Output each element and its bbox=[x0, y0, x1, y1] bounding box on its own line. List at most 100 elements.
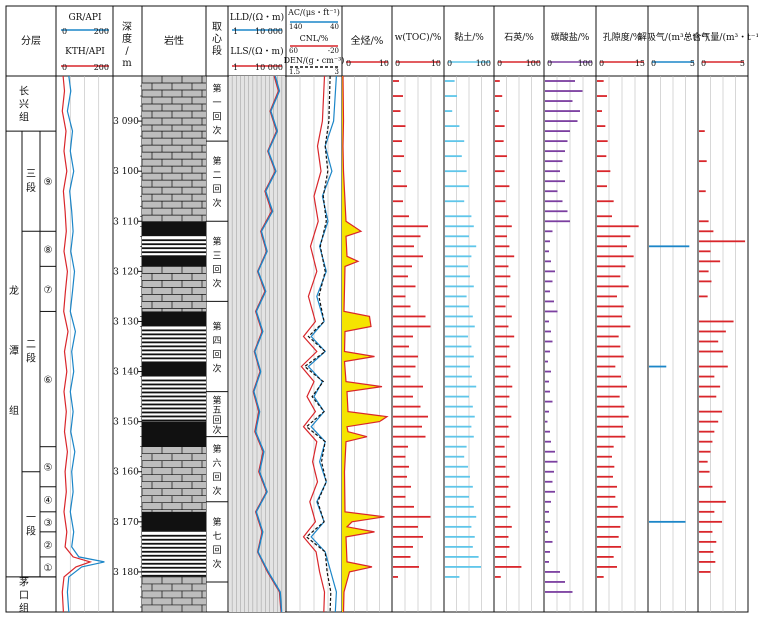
totalgas-bar bbox=[699, 320, 734, 323]
member-label: 二 bbox=[26, 340, 36, 351]
carbonate-bar bbox=[545, 110, 580, 112]
lith-shale-stripe bbox=[142, 333, 206, 336]
toc-bar bbox=[393, 215, 409, 218]
quartz-bar bbox=[495, 315, 512, 318]
totalgas-bar bbox=[699, 250, 711, 253]
member-label: 段 bbox=[26, 352, 36, 365]
carbonate-bar bbox=[545, 450, 555, 453]
toc-bar bbox=[393, 245, 414, 248]
clay-bar bbox=[445, 475, 470, 478]
lith-shale-bed bbox=[142, 376, 206, 422]
porosity-bar bbox=[597, 495, 616, 498]
clay-bar bbox=[445, 305, 469, 308]
clay-bar bbox=[445, 255, 472, 258]
gr-curve bbox=[66, 75, 105, 613]
lls-label: LLS/(Ω・m) bbox=[230, 46, 283, 57]
clay-bar bbox=[445, 365, 470, 368]
carbonate-bar bbox=[545, 210, 568, 213]
core-run-label: 第 bbox=[212, 321, 221, 333]
core-run-label: 次 bbox=[212, 125, 221, 137]
formation-label: 潭 bbox=[9, 345, 19, 357]
carbonate-bar bbox=[545, 220, 570, 223]
clay-bar bbox=[445, 576, 460, 578]
toc-bar bbox=[393, 465, 409, 468]
lith-shale-stripe bbox=[142, 357, 206, 360]
porosity-bar bbox=[597, 155, 607, 158]
toc-bar bbox=[393, 385, 423, 388]
clay-bar bbox=[445, 375, 472, 378]
carbonate-bar bbox=[545, 460, 558, 463]
core-run-label: 回 bbox=[212, 472, 221, 483]
chart-marks bbox=[61, 75, 746, 613]
depth-tick-label: 3 160 bbox=[113, 468, 139, 478]
toc-bar bbox=[393, 566, 419, 568]
member-label: 三 bbox=[26, 169, 36, 180]
quartz-bar bbox=[495, 485, 509, 488]
porosity-bar bbox=[597, 555, 614, 558]
carbonate-bar bbox=[545, 510, 549, 513]
carbonate-bar bbox=[545, 430, 550, 433]
quartz-bar bbox=[495, 265, 509, 268]
totalgas-bar bbox=[699, 385, 721, 388]
quartz-bar bbox=[495, 505, 511, 508]
toc-bar bbox=[393, 95, 403, 97]
carbonate-bar bbox=[545, 420, 548, 423]
toc-bar bbox=[393, 285, 416, 288]
toc-max: 10 bbox=[431, 59, 441, 68]
toc-bar bbox=[393, 125, 406, 127]
porosity-bar bbox=[597, 375, 621, 378]
clay-bar bbox=[445, 505, 474, 508]
totalgas-bar bbox=[699, 375, 715, 378]
layer-label: ⑥ bbox=[44, 375, 53, 386]
quartz-bar bbox=[495, 475, 510, 478]
porosity-bar bbox=[597, 425, 623, 428]
desorbed-label: 解吸气/(m³・t⁻¹) bbox=[638, 31, 708, 43]
toc-bar bbox=[393, 425, 422, 428]
layer-label: ③ bbox=[44, 518, 53, 529]
formation-label: 组 bbox=[9, 404, 19, 417]
quartz-bar bbox=[495, 245, 510, 248]
quartz-bar bbox=[495, 445, 505, 448]
quartz-bar bbox=[495, 200, 506, 203]
toc-bar bbox=[393, 345, 409, 348]
depth-header: m bbox=[122, 58, 132, 69]
core-run-label: 回 bbox=[212, 184, 221, 195]
ac-label: AC/(μs・ft⁻¹) bbox=[287, 8, 340, 17]
clay-bar bbox=[445, 275, 470, 278]
porosity-bar bbox=[597, 415, 629, 418]
lith-limestone-bed bbox=[142, 131, 206, 222]
desorbed-max: 5 bbox=[690, 59, 695, 68]
core-run-label: 二 bbox=[212, 171, 221, 181]
porosity-bar bbox=[597, 125, 606, 127]
quartz-bar bbox=[495, 425, 509, 428]
core-run-label: 次 bbox=[212, 197, 221, 209]
clay-bar bbox=[445, 445, 467, 448]
desorbed-bar bbox=[649, 520, 686, 523]
lith-shale-stripe bbox=[142, 329, 206, 332]
toc-bar bbox=[393, 495, 406, 498]
carbonate-bar bbox=[545, 290, 550, 293]
carbonate-bar bbox=[545, 410, 549, 413]
clay-bar bbox=[445, 495, 469, 498]
quartz-bar bbox=[495, 305, 506, 308]
totalgas-bar bbox=[699, 550, 714, 553]
quartz-bar bbox=[495, 355, 507, 358]
core-run-label: 次 bbox=[212, 277, 221, 289]
carbonate-bar bbox=[545, 581, 565, 583]
carbonate-bar bbox=[545, 120, 578, 122]
porosity-bar bbox=[597, 265, 626, 268]
lith-shale-stripe bbox=[142, 345, 206, 348]
clay-bar bbox=[445, 345, 472, 348]
totalgas-bar bbox=[699, 260, 721, 263]
porosity-max: 15 bbox=[635, 59, 645, 68]
carbonate-bar bbox=[545, 260, 551, 263]
layer-label: ① bbox=[44, 563, 53, 574]
porosity-bar bbox=[597, 110, 602, 112]
gr-min: 0 bbox=[62, 27, 67, 36]
depth-header: / bbox=[125, 46, 129, 57]
clay-bar bbox=[445, 435, 474, 438]
clay-bar bbox=[445, 170, 467, 173]
porosity-bar bbox=[597, 365, 616, 368]
quartz-bar bbox=[495, 495, 507, 498]
lith-shale-stripe bbox=[142, 415, 206, 418]
